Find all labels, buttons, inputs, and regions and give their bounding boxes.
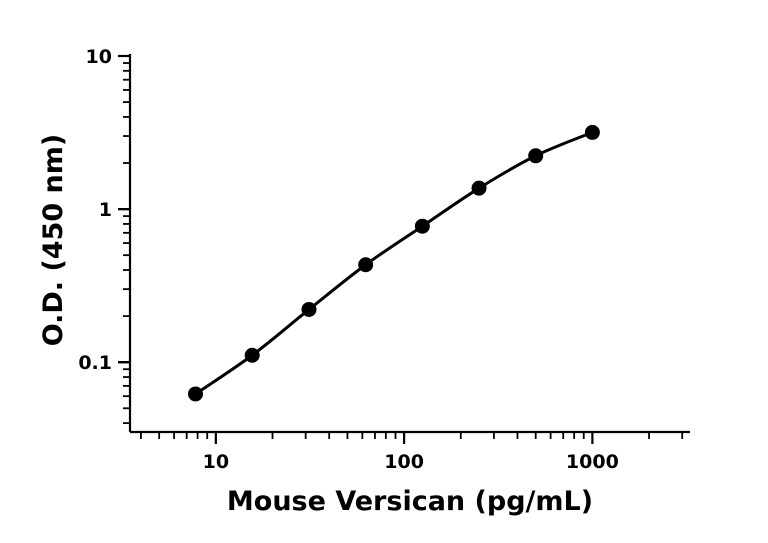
data-point [471, 180, 487, 196]
data-point [358, 257, 374, 273]
data-point [414, 218, 430, 234]
data-points [188, 124, 600, 402]
data-point [301, 301, 317, 317]
x-tick-label: 10 [203, 451, 229, 473]
x-tick-label: 1000 [566, 451, 619, 473]
axes [128, 54, 690, 434]
y-tick-label: 0.1 [78, 352, 112, 374]
data-point [244, 347, 260, 363]
y-axis-title: O.D. (450 nm) [38, 134, 69, 346]
y-tick-label: 1 [99, 199, 112, 221]
data-point [584, 124, 600, 140]
x-tick-label: 100 [384, 451, 424, 473]
data-point [528, 148, 544, 164]
ticks [118, 54, 684, 444]
x-axis-title: Mouse Versican (pg/mL) [227, 486, 593, 517]
y-tick-label: 10 [86, 46, 112, 68]
tick-labels: 10 100 1000 0.1 1 10 [78, 46, 618, 473]
data-point [188, 386, 204, 402]
